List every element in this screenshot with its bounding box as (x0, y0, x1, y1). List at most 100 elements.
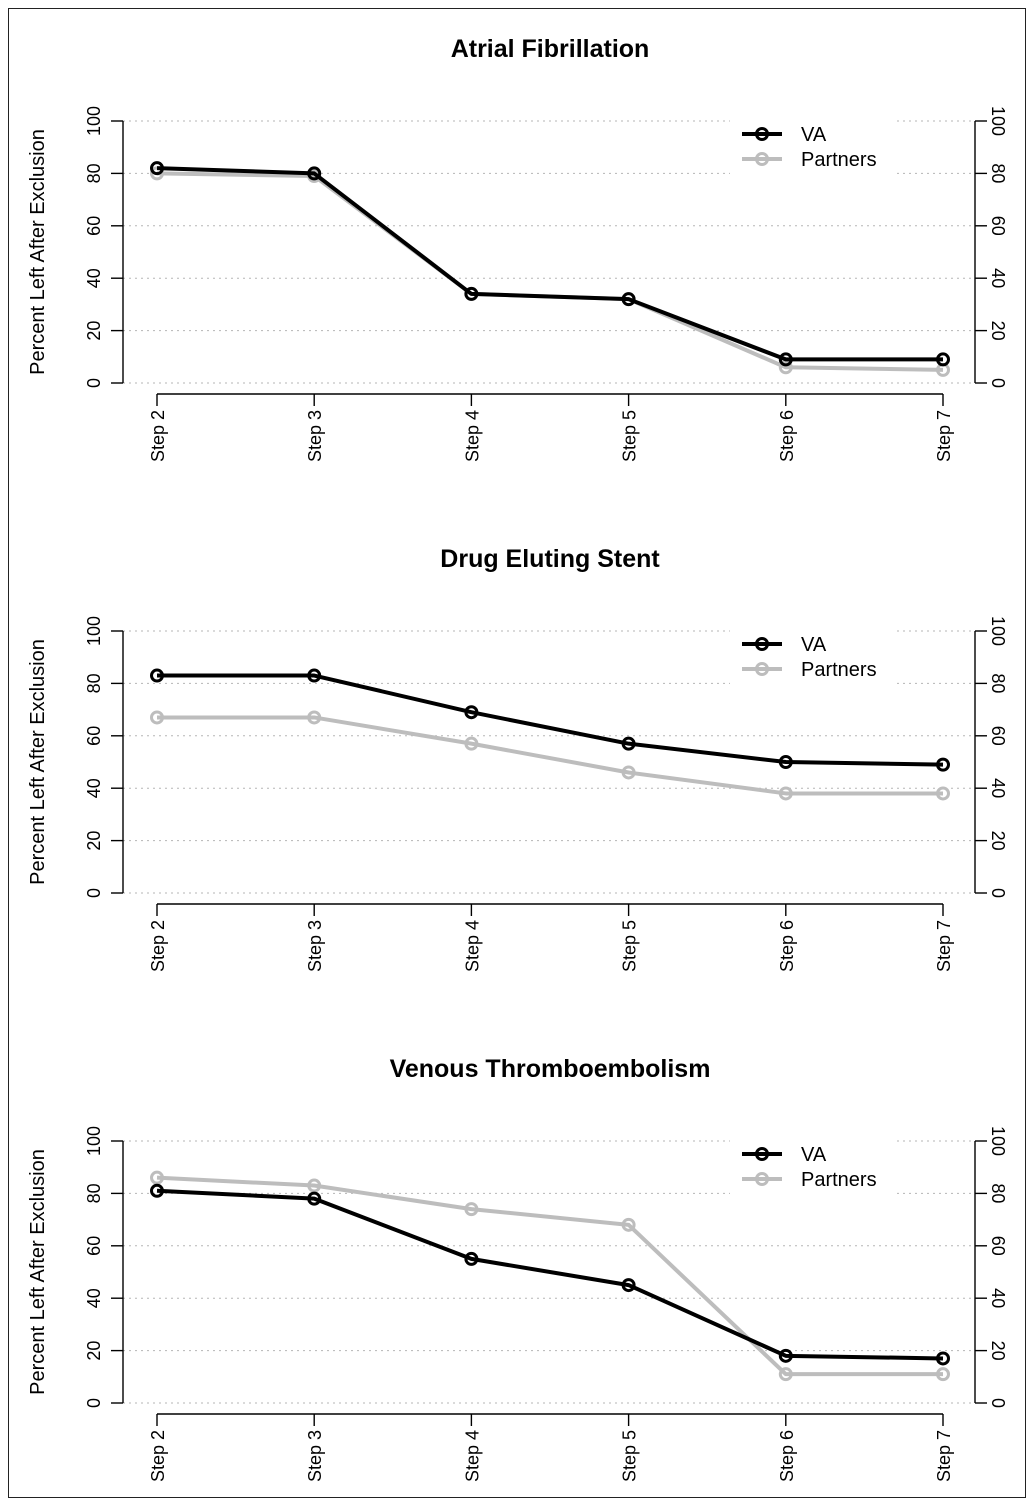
x-tick-label: Step 5 (620, 920, 640, 972)
y-tick-label-right: 100 (988, 106, 1008, 136)
y-tick-label-right: 100 (988, 616, 1008, 646)
data-point (778, 360, 793, 375)
y-tick-label-right: 80 (988, 1183, 1008, 1203)
y-tick-label-left: 20 (84, 321, 104, 341)
x-tick-label: Step 4 (462, 1430, 482, 1482)
x-tick-label: Step 7 (934, 1430, 954, 1482)
legend-box (730, 118, 895, 180)
y-tick-label-left: 40 (84, 778, 104, 798)
y-tick-label-right: 0 (988, 1398, 1008, 1408)
legend: VA Partners (730, 628, 895, 690)
chart-panel-1: Atrial Fibrillation 0 20 40 60 80 100 0 20 40 60 80… (27, 35, 1008, 462)
y-tick-label-left: 0 (84, 1398, 104, 1408)
data-point (307, 1178, 322, 1193)
y-tick-label-right: 20 (988, 321, 1008, 341)
y-tick-label-right: 60 (988, 216, 1008, 236)
data-point (307, 1191, 322, 1206)
data-point (307, 710, 322, 725)
y-axis-label: Percent Left After Exclusion (27, 639, 49, 885)
legend-marker (755, 1172, 769, 1186)
y-tick-label-left: 80 (84, 673, 104, 693)
data-point (307, 668, 322, 683)
data-point (621, 1278, 636, 1293)
chart-panel-2: Drug Eluting Stent 0 20 40 60 80 100 0 20 40 60 80 1… (27, 545, 1008, 972)
data-point (621, 736, 636, 751)
chart-title: Venous Thromboembolism (390, 1055, 711, 1083)
y-tick-label-left: 80 (84, 163, 104, 183)
data-point (778, 786, 793, 801)
data-point (621, 292, 636, 307)
y-tick-label-right: 40 (988, 268, 1008, 288)
series-line (156, 1188, 944, 1361)
data-point (464, 736, 479, 751)
chart-title: Drug Eluting Stent (440, 545, 660, 573)
data-point (936, 352, 950, 367)
chart-title: Atrial Fibrillation (451, 35, 650, 63)
x-tick-label: Step 3 (305, 1430, 325, 1482)
data-point (464, 1202, 479, 1217)
y-tick-label-right: 20 (988, 1341, 1008, 1361)
data-point (778, 1367, 793, 1382)
y-tick-label-right: 20 (988, 831, 1008, 851)
legend-label: VA (801, 634, 827, 656)
y-tick-label-right: 60 (988, 726, 1008, 746)
data-point (621, 765, 636, 780)
data-point (621, 1217, 636, 1232)
x-tick-label: Step 6 (777, 410, 797, 462)
x-tick-label: Step 2 (148, 410, 168, 462)
legend-label: VA (801, 124, 827, 146)
y-axis-label: Percent Left After Exclusion (27, 129, 49, 375)
data-point (307, 166, 322, 181)
chart-panel-3: Venous Thromboembolism 0 20 40 60 80 100 0 20 40 6… (27, 1055, 1008, 1482)
y-tick-label-right: 0 (988, 378, 1008, 388)
data-point (778, 755, 793, 769)
legend-marker (755, 662, 769, 676)
legend-label: Partners (801, 1169, 877, 1191)
data-point (778, 352, 793, 367)
y-tick-label-left: 100 (84, 106, 104, 136)
x-tick-label: Step 2 (148, 920, 168, 972)
x-tick-label: Step 6 (777, 920, 797, 972)
legend-marker (755, 1147, 769, 1161)
y-tick-label-left: 60 (84, 1236, 104, 1256)
legend-label: VA (801, 1144, 827, 1166)
x-tick-label: Step 7 (934, 410, 954, 462)
y-tick-label-left: 40 (84, 268, 104, 288)
data-point (936, 786, 950, 801)
y-tick-label-right: 80 (988, 673, 1008, 693)
y-tick-label-right: 40 (988, 1288, 1008, 1308)
legend-marker (755, 127, 769, 141)
y-tick-label-left: 0 (84, 888, 104, 898)
series-line (156, 166, 943, 362)
legend-marker (755, 152, 769, 166)
x-tick-label: Step 4 (462, 410, 482, 462)
data-point (464, 1251, 479, 1266)
y-tick-label-left: 100 (84, 616, 104, 646)
data-point (150, 1183, 164, 1198)
y-tick-label-left: 0 (84, 378, 104, 388)
y-tick-label-left: 40 (84, 1288, 104, 1308)
series-line (157, 673, 944, 767)
y-tick-label-right: 100 (988, 1126, 1008, 1156)
y-tick-label-left: 20 (84, 831, 104, 851)
legend-label: Partners (801, 149, 877, 171)
series-line (156, 171, 944, 372)
y-tick-label-right: 60 (988, 1236, 1008, 1256)
x-tick-label: Step 5 (620, 410, 640, 462)
y-tick-label-left: 60 (84, 726, 104, 746)
data-point (150, 166, 164, 181)
legend-box (730, 628, 895, 690)
y-tick-label-left: 60 (84, 216, 104, 236)
series-line (156, 1175, 943, 1377)
data-point (150, 710, 164, 725)
x-tick-label: Step 5 (620, 1430, 640, 1482)
y-tick-label-right: 0 (988, 888, 1008, 898)
legend-marker (755, 637, 769, 651)
y-tick-label-right: 80 (988, 163, 1008, 183)
legend: VA Partners (730, 1138, 895, 1200)
data-point (150, 668, 164, 683)
legend-label: Partners (801, 659, 877, 681)
x-tick-label: Step 7 (934, 920, 954, 972)
x-tick-label: Step 2 (148, 1430, 168, 1482)
